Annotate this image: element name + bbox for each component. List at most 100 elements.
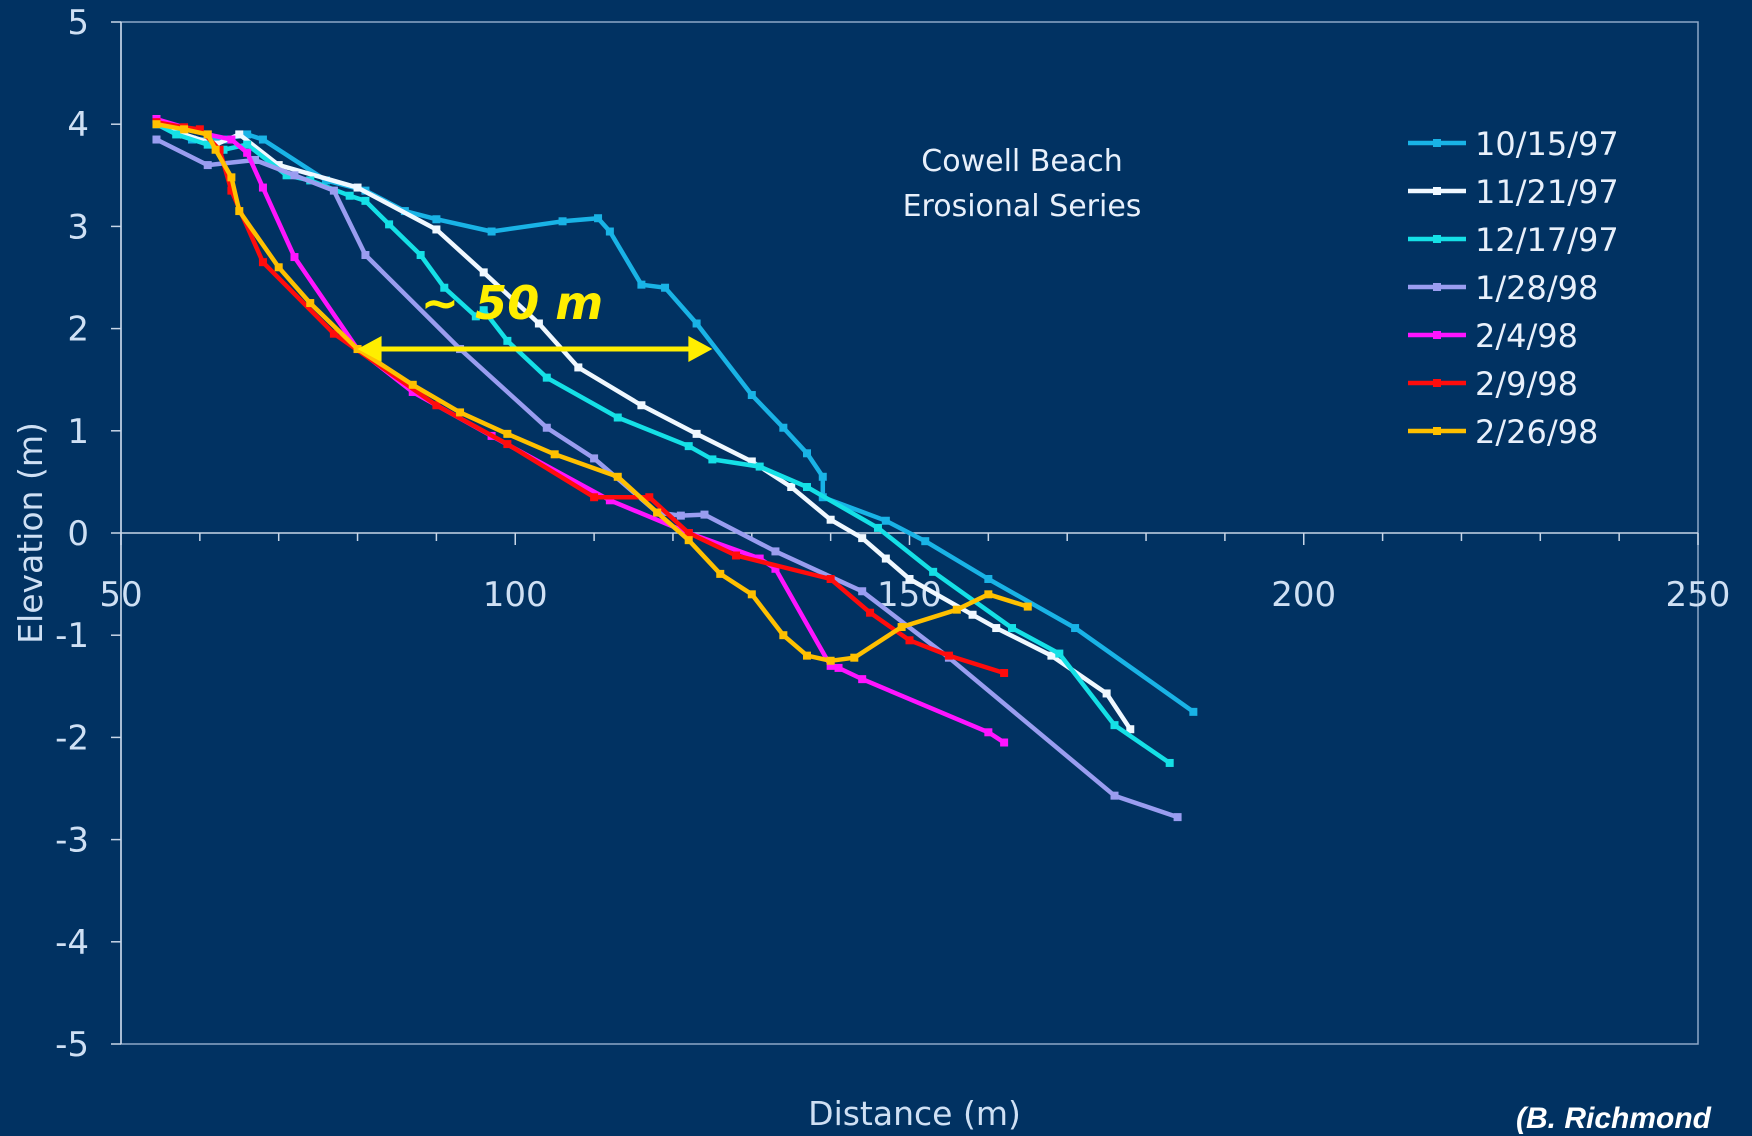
data-point [503, 440, 512, 449]
data-point [866, 608, 875, 617]
data-point [243, 130, 252, 139]
legend-marker [1433, 283, 1441, 291]
legend-item: 10/15/97 [1408, 125, 1619, 163]
data-point [203, 140, 212, 149]
data-point [203, 161, 212, 170]
legend-item: 11/21/97 [1408, 173, 1619, 211]
data-point [826, 574, 835, 583]
data-point [984, 728, 993, 737]
data-point [274, 161, 283, 170]
data-point [692, 319, 701, 328]
x-tick-label: 250 [1666, 575, 1731, 615]
data-point [605, 227, 614, 236]
data-point [708, 455, 717, 464]
y-tick-label: 4 [67, 105, 89, 145]
data-point [542, 373, 551, 382]
data-point [1189, 707, 1198, 716]
data-point [203, 130, 212, 139]
data-point [235, 207, 244, 216]
data-point [1102, 689, 1111, 698]
series-2-26-98 [152, 120, 1032, 665]
data-point [329, 329, 338, 338]
data-point [747, 391, 756, 400]
data-point [361, 251, 370, 260]
legend-label: 10/15/97 [1475, 125, 1619, 163]
series-line [154, 121, 1196, 715]
data-point [992, 624, 1001, 633]
data-point [858, 534, 867, 543]
data-point [968, 610, 977, 619]
data-point [873, 523, 882, 532]
data-point [274, 263, 283, 272]
data-point [487, 227, 496, 236]
data-point [290, 171, 299, 180]
data-point [1055, 649, 1064, 658]
data-point [1008, 624, 1017, 633]
data-point [637, 280, 646, 289]
data-point [905, 636, 914, 645]
y-tick-label: 3 [67, 207, 89, 247]
annotation-arrowhead-right [688, 336, 713, 363]
data-point [755, 462, 764, 471]
data-point [897, 623, 906, 632]
data-point [353, 183, 362, 192]
data-point [1110, 721, 1119, 730]
y-tick-label: -1 [55, 616, 89, 656]
data-point [802, 449, 811, 458]
data-point [700, 510, 709, 519]
data-point [479, 306, 488, 315]
y-tick-label: -3 [55, 821, 89, 861]
data-point [306, 299, 315, 308]
data-point [1126, 725, 1135, 734]
chart-title-line: Erosional Series [903, 189, 1142, 224]
data-point [1000, 738, 1009, 747]
data-point [858, 675, 867, 684]
data-point [1165, 758, 1174, 767]
data-point [613, 413, 622, 422]
data-point [787, 483, 796, 492]
data-point [243, 140, 252, 149]
data-point [345, 191, 354, 200]
chart-title: Cowell Beach Erosional Series [903, 144, 1142, 224]
data-point [211, 145, 220, 154]
legend-item: 12/17/97 [1408, 221, 1619, 259]
data-point [503, 336, 512, 345]
data-point [251, 155, 260, 164]
data-point [716, 569, 725, 578]
legend-label: 2/9/98 [1475, 365, 1578, 403]
data-point [594, 214, 603, 223]
data-point [227, 135, 236, 144]
data-point [1000, 669, 1009, 678]
data-point [152, 135, 161, 144]
data-point [456, 408, 465, 417]
legend-label: 11/21/97 [1475, 173, 1619, 211]
data-point [771, 564, 780, 573]
data-point [881, 516, 890, 525]
data-point [771, 547, 780, 556]
data-point [282, 171, 291, 180]
series-group [152, 115, 1198, 822]
x-tick-label: 100 [483, 575, 548, 615]
legend-marker [1433, 187, 1441, 195]
data-point [732, 551, 741, 560]
data-point [574, 363, 583, 372]
data-point [416, 251, 425, 260]
y-tick-label: -5 [55, 1025, 89, 1065]
data-point [432, 401, 441, 410]
data-point [195, 125, 204, 134]
data-point [826, 656, 835, 665]
chart-title-line: Cowell Beach [921, 144, 1122, 179]
data-point [676, 511, 685, 520]
data-point [881, 554, 890, 563]
data-point [661, 283, 670, 292]
data-point [408, 387, 417, 396]
data-point [152, 120, 161, 129]
legend-item: 2/9/98 [1408, 365, 1578, 403]
data-point [243, 148, 252, 157]
legend-label: 12/17/97 [1475, 221, 1619, 259]
data-point [645, 493, 654, 502]
data-point [826, 661, 835, 670]
data-point [558, 217, 567, 226]
